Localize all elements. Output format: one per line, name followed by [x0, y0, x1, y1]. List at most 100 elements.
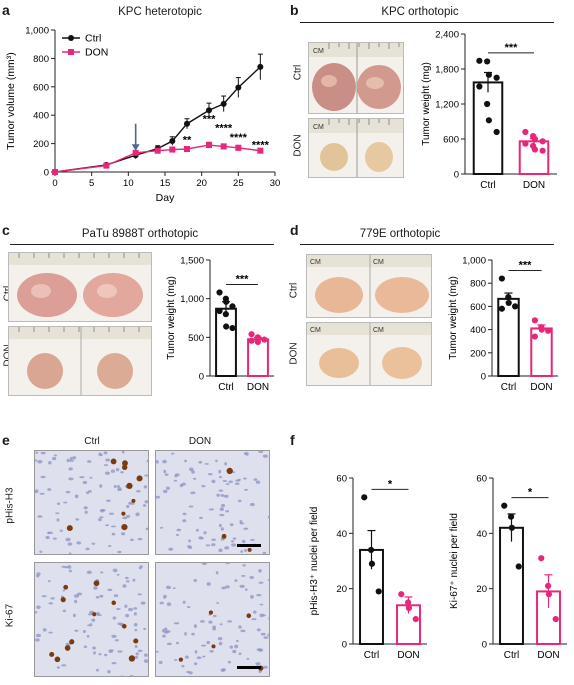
nucleus	[121, 451, 125, 454]
nucleus	[221, 503, 226, 508]
y-tick-label: 600	[33, 82, 49, 93]
stained-nucleus	[128, 655, 136, 662]
y-tick-label: 1,000	[25, 26, 49, 37]
y-tick-label: 0	[342, 640, 347, 651]
stained-nucleus	[92, 612, 97, 617]
nucleus	[35, 451, 38, 455]
stained-nucleus	[54, 656, 61, 663]
nucleus	[86, 634, 90, 638]
nucleus	[99, 484, 103, 488]
data-point-ctrl	[223, 298, 230, 305]
category-label-ctrl: Ctrl	[480, 180, 496, 191]
nucleus	[253, 610, 257, 614]
panel-label-a: a	[2, 2, 10, 18]
nucleus	[112, 568, 118, 573]
nucleus	[36, 572, 41, 576]
nucleus	[229, 645, 233, 649]
nucleus	[61, 565, 66, 568]
nucleus	[83, 645, 88, 649]
micrograph-ki-67-ctrl	[34, 562, 149, 677]
nucleus	[129, 674, 134, 676]
nucleus	[143, 627, 147, 630]
nucleus	[144, 500, 148, 504]
x-tick-label: 20	[196, 178, 207, 189]
nucleus	[206, 582, 211, 586]
nucleus	[56, 518, 60, 522]
nucleus	[175, 533, 180, 537]
y-tick-label: 0	[44, 168, 49, 179]
nucleus	[268, 584, 269, 586]
nucleus	[211, 538, 216, 541]
nucleus	[126, 514, 131, 519]
data-point-don	[235, 144, 242, 151]
nucleus	[226, 620, 233, 623]
nucleus	[99, 516, 104, 519]
nucleus	[37, 515, 43, 518]
nucleus	[97, 517, 102, 522]
nucleus	[191, 470, 195, 474]
nucleus	[229, 523, 234, 527]
nucleus	[116, 484, 120, 488]
nucleus	[181, 664, 185, 668]
nucleus	[239, 584, 245, 588]
nucleus	[209, 650, 214, 653]
stained-nucleus	[60, 597, 66, 603]
svg-text:CM: CM	[373, 259, 384, 266]
stained-nucleus	[69, 639, 75, 645]
nucleus	[124, 604, 128, 608]
data-point-don	[539, 138, 546, 145]
nucleus	[156, 460, 159, 464]
nucleus	[217, 636, 223, 641]
y-tick-label: 0	[454, 170, 459, 181]
stained-nucleus	[211, 644, 216, 649]
significance-annotation: ****	[252, 140, 270, 152]
nucleus	[35, 633, 42, 638]
nucleus	[212, 625, 216, 629]
nucleus	[45, 535, 50, 540]
category-label-don: DON	[247, 382, 269, 393]
bar-ctrl	[472, 81, 504, 176]
tumor-photo-d-don: CM CM	[306, 322, 432, 386]
nucleus	[136, 489, 141, 493]
data-point-don	[544, 582, 552, 589]
nucleus	[137, 537, 143, 541]
panel-b-title-rule	[300, 22, 554, 23]
nucleus	[198, 460, 203, 464]
nucleus	[227, 660, 231, 664]
nucleus	[105, 458, 111, 462]
nucleus	[221, 586, 226, 590]
nucleus	[133, 623, 138, 627]
nucleus	[165, 585, 172, 590]
tumor-photo-c-don	[8, 326, 152, 396]
nucleus	[98, 452, 102, 457]
nucleus	[215, 459, 218, 463]
nucleus	[163, 597, 166, 599]
nucleus	[64, 566, 68, 569]
stained-nucleus	[178, 657, 184, 662]
nucleus	[231, 543, 237, 547]
stained-nucleus	[131, 498, 136, 503]
nucleus	[258, 581, 264, 584]
nucleus	[176, 528, 182, 532]
nucleus	[225, 483, 230, 486]
nucleus	[241, 539, 246, 544]
data-point-don	[103, 162, 110, 169]
data-point-ctrl	[229, 303, 236, 310]
data-point-don	[184, 145, 190, 152]
data-point-don	[169, 146, 176, 153]
data-point-don	[412, 616, 419, 623]
nucleus	[35, 489, 39, 494]
nucleus	[68, 477, 74, 481]
nucleus	[243, 527, 249, 530]
tumor-photo-b-don: CM	[308, 118, 404, 178]
data-point-don	[538, 555, 545, 562]
nucleus	[193, 578, 197, 583]
data-point-don	[254, 338, 261, 346]
panel-b-title: KPC orthotopic	[381, 6, 459, 18]
data-point-ctrl	[257, 63, 264, 70]
nucleus	[256, 628, 261, 632]
stained-nucleus	[63, 584, 69, 590]
nucleus	[198, 536, 203, 540]
category-label-ctrl: Ctrl	[218, 382, 234, 393]
nucleus	[243, 488, 249, 491]
